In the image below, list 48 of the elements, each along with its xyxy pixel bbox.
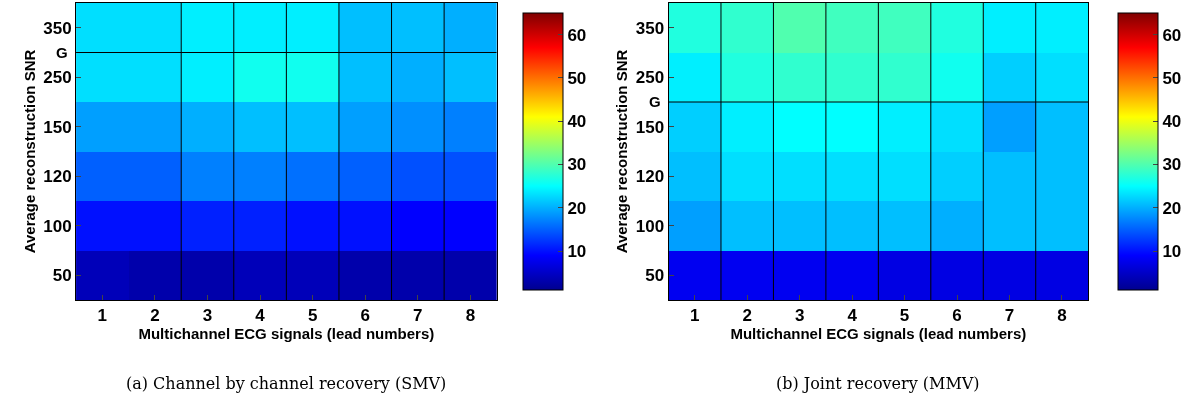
color-bar-label: 20: [1162, 198, 1182, 218]
x-axis-title: Multichannel ECG signals (lead numbers): [138, 325, 435, 343]
color-bar-label: 40: [567, 112, 587, 132]
x-tick-label: 3: [202, 306, 213, 326]
color-bar-label: 50: [1162, 68, 1182, 88]
color-bar-label: 10: [567, 242, 587, 261]
x-tick-label: 1: [97, 306, 108, 326]
color-bar-label: 50: [567, 68, 587, 88]
x-tick-label: 4: [847, 306, 858, 326]
y-tick-label: 350: [635, 18, 665, 38]
color-bar-label: 10: [1162, 242, 1182, 261]
y-tick-label: 100: [635, 216, 665, 236]
y-tick-label: 50: [52, 266, 72, 286]
x-tick-label: 5: [899, 306, 910, 326]
y-axis-title: Average reconstruction SNR: [20, 49, 38, 254]
y-tick-label: 100: [43, 216, 72, 236]
x-tick-label: 4: [255, 306, 266, 326]
y-tick-label: 150: [43, 117, 72, 137]
color-bar-label: 60: [1162, 25, 1182, 45]
x-tick-label: 2: [150, 306, 160, 326]
y-tick-label: 350: [43, 18, 72, 38]
x-tick-label: 1: [690, 306, 700, 326]
x-tick-label: 8: [465, 306, 476, 326]
x-tick-label: 8: [1057, 306, 1067, 326]
y-tick-label: 150: [635, 117, 665, 137]
x-tick-label: 7: [413, 306, 423, 326]
x-tick-label: 2: [742, 306, 752, 326]
color-bar-label: 20: [567, 198, 587, 218]
text: (a) Channel by channel recovery (SMV): [126, 374, 447, 393]
x-tick-label: 7: [1004, 306, 1015, 326]
y-tick-label: 120: [635, 167, 665, 187]
x-axis-title: Multichannel ECG signals (lead numbers): [730, 325, 1027, 343]
y-axis-title: Average reconstruction SNR: [612, 49, 630, 254]
y-tick-label: 250: [635, 68, 665, 88]
y-tick-label: 50: [645, 266, 665, 286]
color-bar-label: 30: [1162, 155, 1182, 175]
color-bar-label: 30: [567, 155, 587, 175]
color-bar-label: 40: [1162, 112, 1182, 132]
x-tick-label: 6: [360, 306, 370, 326]
text: G: [649, 93, 661, 110]
text: G: [56, 44, 68, 61]
y-tick-label: 120: [43, 167, 72, 187]
x-tick-label: 5: [307, 306, 318, 326]
y-tick-label: 250: [43, 68, 72, 88]
text: (b) Joint recovery (MMV): [776, 374, 980, 393]
x-tick-label: 3: [794, 306, 805, 326]
color-bar-label: 60: [567, 25, 587, 45]
x-tick-label: 6: [952, 306, 962, 326]
